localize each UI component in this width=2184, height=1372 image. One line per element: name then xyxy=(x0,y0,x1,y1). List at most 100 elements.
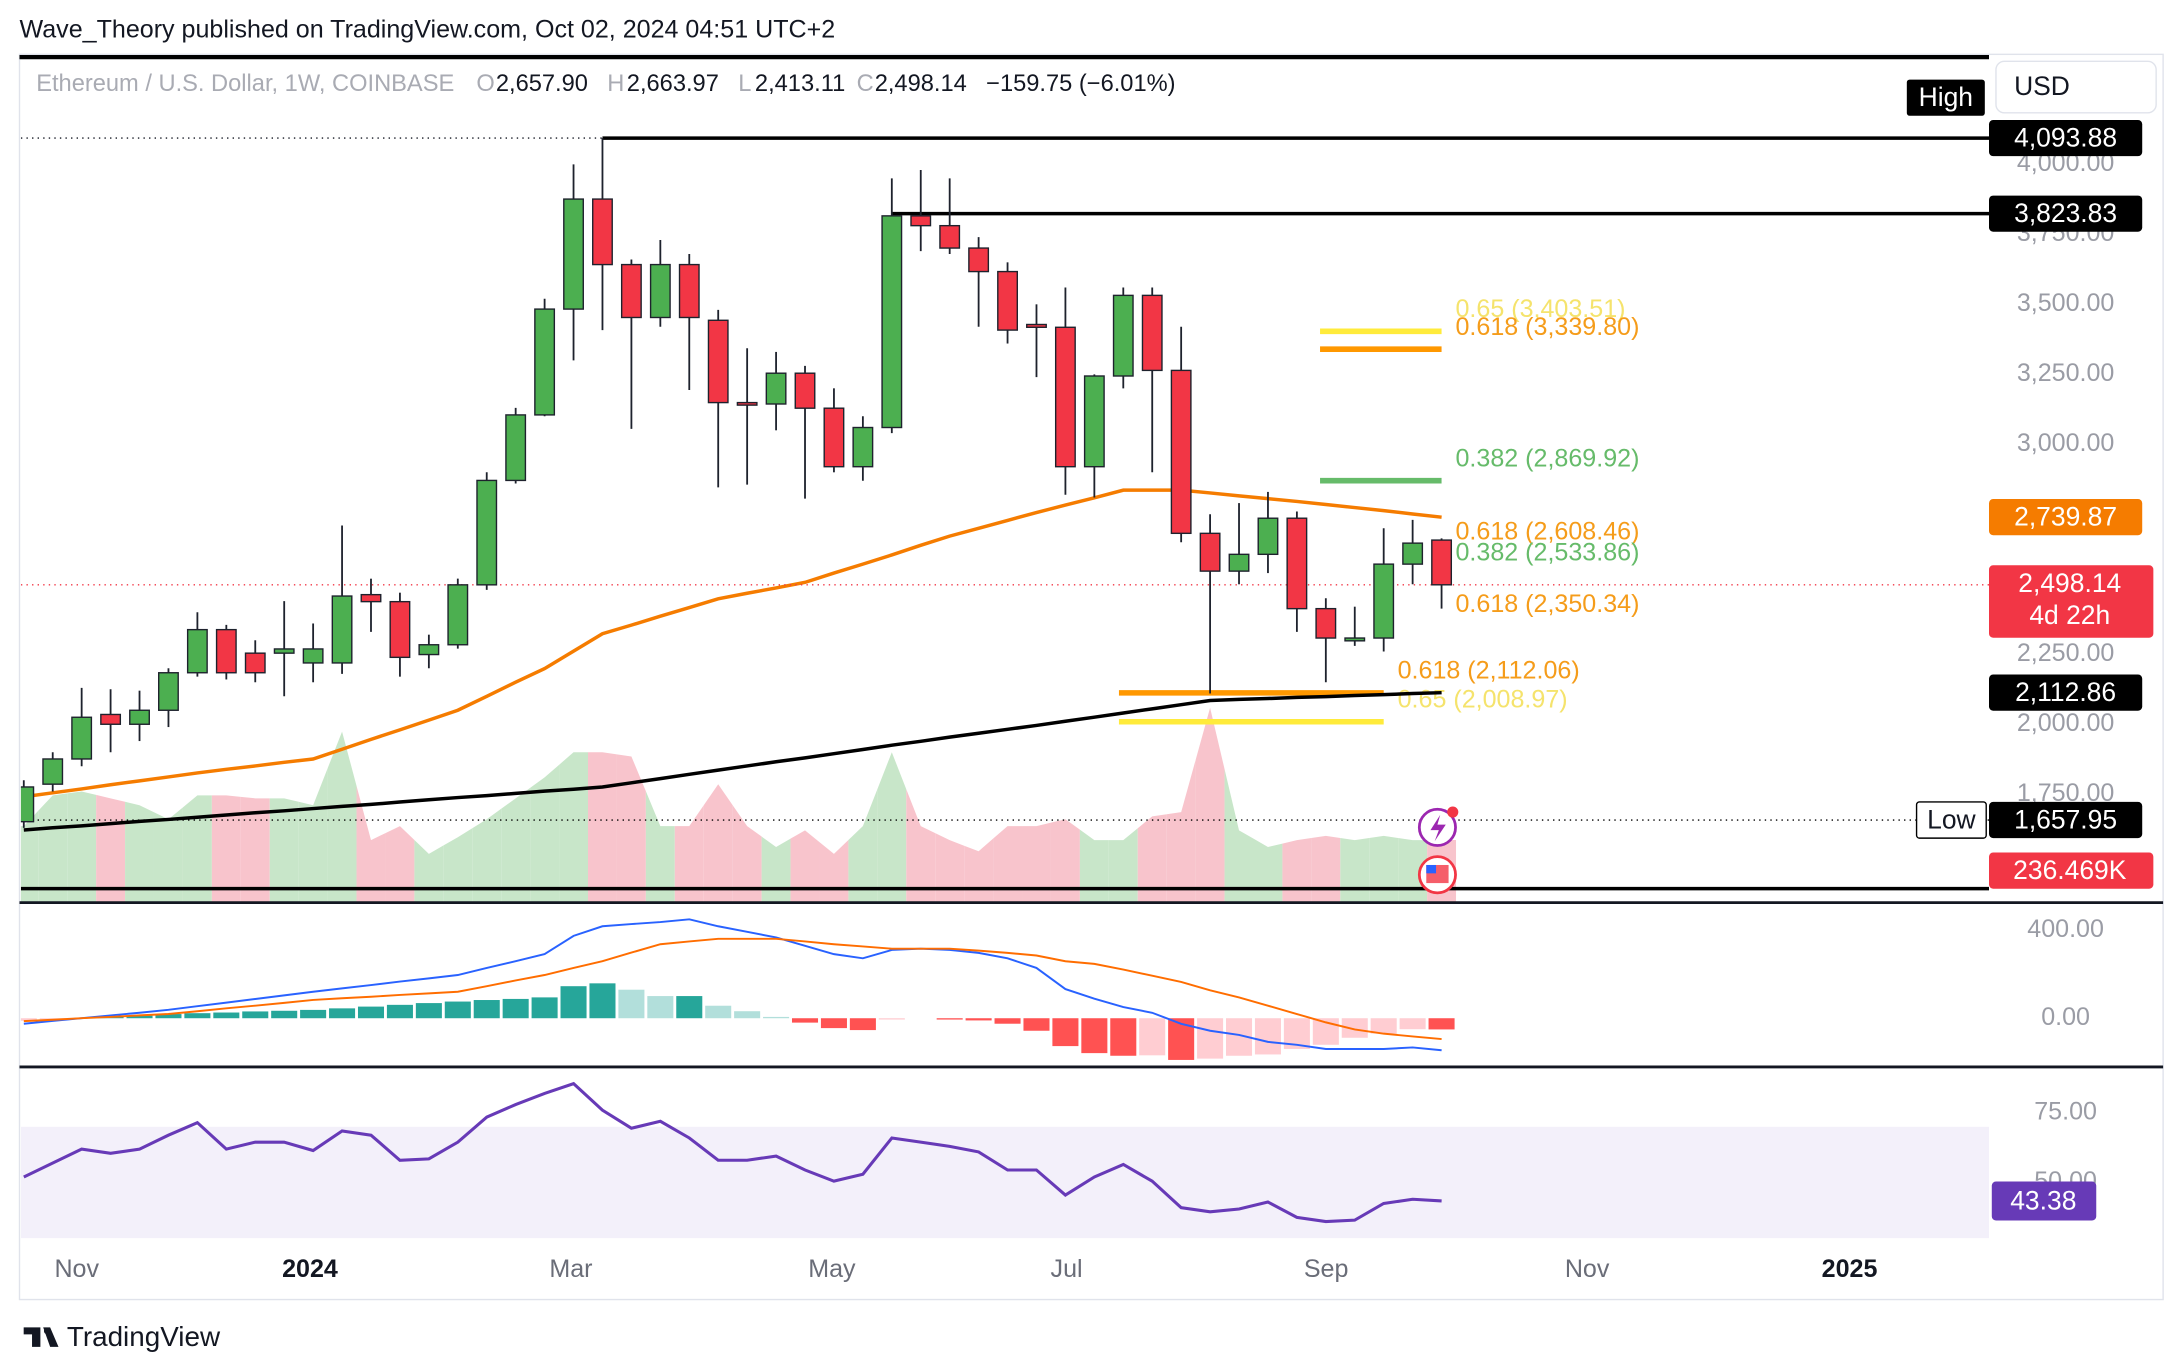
price-badge xyxy=(1989,119,2143,157)
candle-body xyxy=(20,786,35,823)
macd-histogram-bar xyxy=(791,1018,819,1023)
fib-label: 0.618 (2,350.34) xyxy=(1455,590,1639,618)
volume-area xyxy=(240,796,270,903)
price-badge xyxy=(1989,674,2143,711)
rsi-pane xyxy=(20,1081,1989,1239)
volume-area xyxy=(125,801,154,903)
macd-histogram-bar xyxy=(936,1018,963,1020)
button-label[interactable]: USD xyxy=(2014,71,2070,101)
candle-body xyxy=(939,224,961,249)
macd-histogram-bar xyxy=(386,1004,413,1019)
ohlc-key: O xyxy=(476,71,494,97)
chart-frame xyxy=(18,53,2164,1301)
price-badge-label: 3,823.83 xyxy=(2014,198,2117,228)
volume-area xyxy=(1108,828,1138,903)
candle-body xyxy=(1112,294,1134,377)
volume-area xyxy=(1398,838,1428,903)
volume-badge-label: 236.469K xyxy=(2013,855,2127,885)
candle-body xyxy=(592,198,613,266)
candle-body xyxy=(1026,323,1047,328)
y-tick-label: 0.00 xyxy=(2041,1003,2090,1031)
brand: TradingView xyxy=(67,1321,221,1352)
x-tick-label: 2024 xyxy=(282,1255,338,1283)
y-tick-label: 2,000.00 xyxy=(2017,709,2115,737)
ohlc-value: 2,663.97 xyxy=(627,71,719,97)
macd-histogram-bar xyxy=(271,1010,298,1019)
candle-body xyxy=(42,758,64,785)
fib-label: 0.65 (3,403.51) xyxy=(1455,295,1625,323)
volume-area xyxy=(1340,838,1370,903)
macd-histogram-bar xyxy=(242,1011,269,1019)
macd-line xyxy=(23,918,1442,1052)
candle-body xyxy=(476,479,498,586)
macd-histogram-bar xyxy=(531,997,558,1019)
level-tag-label: High xyxy=(1919,82,1973,112)
candle-body xyxy=(71,716,93,760)
macd-histogram-bar xyxy=(647,996,674,1019)
candle-body xyxy=(505,414,527,482)
volume-area xyxy=(38,793,68,903)
macd-histogram-bar xyxy=(705,1005,732,1019)
y-tick-label: 75.00 xyxy=(2034,1098,2097,1126)
x-tick-label: Nov xyxy=(1565,1255,1610,1283)
macd-histogram-bar xyxy=(184,1013,211,1019)
volume-area xyxy=(1137,814,1167,903)
macd-histogram-bar xyxy=(329,1008,356,1019)
volume-area xyxy=(327,731,357,903)
candle-body xyxy=(649,263,671,319)
y-tick-label: 3,000.00 xyxy=(2017,429,2115,457)
volume-area xyxy=(67,791,97,903)
ohlc-key: H xyxy=(607,71,624,97)
candle-body xyxy=(1083,375,1105,468)
candle-body xyxy=(302,648,324,664)
macd-histogram-bar xyxy=(820,1018,847,1029)
volume-area xyxy=(20,810,39,903)
button-frame[interactable] xyxy=(1995,60,2157,114)
volume-area xyxy=(1050,819,1080,903)
moving-average xyxy=(23,690,1442,832)
candle-body xyxy=(968,247,990,273)
volume-area xyxy=(848,789,878,903)
volume-area xyxy=(645,791,675,903)
macd-histogram-bar xyxy=(763,1016,790,1019)
fib-label: 0.382 (2,533.86) xyxy=(1455,539,1639,567)
candle-body xyxy=(1228,553,1250,572)
volume-area xyxy=(732,805,762,903)
macd-histogram-bar xyxy=(1139,1018,1166,1056)
macd-histogram-bar xyxy=(155,1014,182,1019)
fib-label: 0.65 (2,008.97) xyxy=(1398,685,1568,713)
volume-area xyxy=(269,798,299,903)
ohlc-value: 2,657.90 xyxy=(496,71,588,97)
macd-histogram-bar xyxy=(965,1018,992,1021)
macd-histogram-bar xyxy=(20,1018,37,1021)
candle-body xyxy=(129,709,150,725)
publish-note: Wave_Theory published on TradingView.com… xyxy=(19,15,835,43)
ohlc-value: 2,498.14 xyxy=(875,71,967,97)
candle-body xyxy=(331,595,353,664)
volume-area xyxy=(1195,707,1225,903)
countdown: 4d 22h xyxy=(2029,600,2110,630)
candle-body xyxy=(244,652,266,674)
event-dot xyxy=(1447,806,1459,818)
macd-histogram-bar xyxy=(878,1018,905,1020)
candle-body xyxy=(447,584,469,646)
volume-area xyxy=(993,826,1023,903)
x-tick-label: Jul xyxy=(1051,1255,1083,1283)
candle-body xyxy=(620,263,642,319)
macd-histogram-bar xyxy=(473,1000,500,1019)
candle-body xyxy=(100,713,122,725)
candle-body xyxy=(707,319,729,404)
moving-average xyxy=(23,488,1442,799)
volume-area xyxy=(1282,838,1312,903)
candle-body xyxy=(1373,563,1395,639)
macd-histogram-bar xyxy=(213,1012,240,1019)
volume-area xyxy=(1311,835,1341,903)
volume-area xyxy=(1022,822,1051,903)
currency-button[interactable]: USD xyxy=(1995,60,2157,114)
candle-body xyxy=(823,407,845,468)
y-tick-label: 3,500.00 xyxy=(2017,289,2115,317)
candle-body xyxy=(1344,637,1366,642)
candle-body xyxy=(273,648,295,654)
legend: Ethereum / U.S. Dollar, 1W, COINBASE O 2… xyxy=(36,71,1175,97)
candle-body xyxy=(360,593,382,603)
